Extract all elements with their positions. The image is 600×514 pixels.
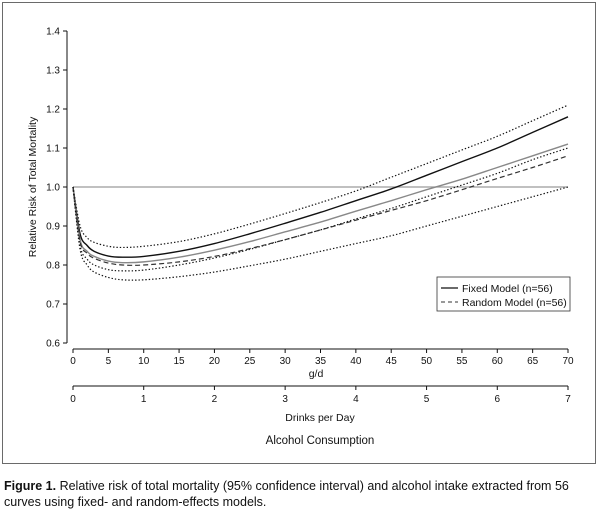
y-tick-label: 0.8	[46, 261, 60, 272]
x-tick-label-drinks: 5	[424, 394, 430, 405]
y-tick-label: 1.0	[46, 183, 60, 194]
y-tick-label: 1.3	[46, 66, 60, 77]
x-tick-label-gd: 5	[106, 356, 112, 367]
x-tick-label-gd: 30	[280, 356, 292, 367]
x-axis-label-drinks: Drinks per Day	[285, 412, 355, 424]
x-tick-label-drinks: 0	[70, 394, 76, 405]
series-line-fixed-model-95-ci-lower-2	[72, 147, 569, 272]
axes-layer: 0.60.70.80.91.01.11.21.31.40 5 10 15 20 25 30 3…	[46, 27, 574, 406]
x-tick-label-gd: 40	[350, 356, 362, 367]
x-tick-label-gd: 25	[244, 356, 256, 367]
legend: Fixed Model (n=56) Random Model (n=56)	[436, 276, 571, 312]
x-tick-label-drinks: 7	[565, 394, 571, 405]
chart: 0.60.70.80.91.01.11.21.31.40 5 10 15 20 25 30 3…	[27, 27, 574, 448]
legend-label-fixed: Fixed Model (n=56)	[462, 283, 553, 295]
series-line-random-model-95-ci-lower-5	[72, 186, 569, 281]
series-line-random-model-3	[72, 143, 569, 264]
y-tick-label: 1.1	[46, 144, 60, 155]
x-tick-label-drinks: 1	[141, 394, 147, 405]
caption-text: Relative risk of total mortality (95% co…	[4, 479, 569, 509]
figure-caption: Figure 1. Relative risk of total mortali…	[4, 478, 596, 510]
y-tick-label: 0.9	[46, 222, 60, 233]
x-axis-group-label: Alcohol Consumption	[266, 435, 375, 447]
legend-box	[436, 276, 571, 312]
x-tick-label-drinks: 2	[212, 394, 218, 405]
x-tick-label-gd: 50	[421, 356, 433, 367]
caption-label: Figure 1.	[4, 479, 57, 493]
x-tick-label-gd: 0	[70, 356, 76, 367]
x-tick-label-gd: 65	[527, 356, 539, 367]
y-tick-label: 1.4	[46, 27, 60, 38]
x-tick-label-gd: 15	[174, 356, 186, 367]
legend-label-random: Random Model (n=56)	[462, 297, 567, 309]
x-tick-label-drinks: 3	[282, 394, 288, 405]
y-tick-label: 0.7	[46, 300, 60, 311]
x-tick-label-gd: 70	[562, 356, 574, 367]
y-axis-label: Relative Risk of Total Mortality	[27, 116, 39, 257]
x-tick-label-gd: 20	[209, 356, 221, 367]
x-tick-label-gd: 60	[492, 356, 504, 367]
y-tick-label: 1.2	[46, 105, 60, 116]
series-layer	[72, 104, 569, 281]
x-tick-label-gd: 10	[138, 356, 150, 367]
x-tick-label-gd: 35	[315, 356, 327, 367]
x-tick-label-drinks: 4	[353, 394, 359, 405]
x-tick-label-drinks: 6	[495, 394, 501, 405]
series-line-random-model-4	[72, 155, 569, 266]
series-line-fixed-model-0	[72, 116, 569, 258]
x-tick-label-gd: 55	[456, 356, 468, 367]
series-line-fixed-model-95-ci-upper-1	[72, 104, 569, 249]
y-tick-label: 0.6	[46, 339, 60, 350]
x-tick-label-gd: 45	[386, 356, 398, 367]
x-axis-label-gd: g/d	[309, 368, 324, 380]
